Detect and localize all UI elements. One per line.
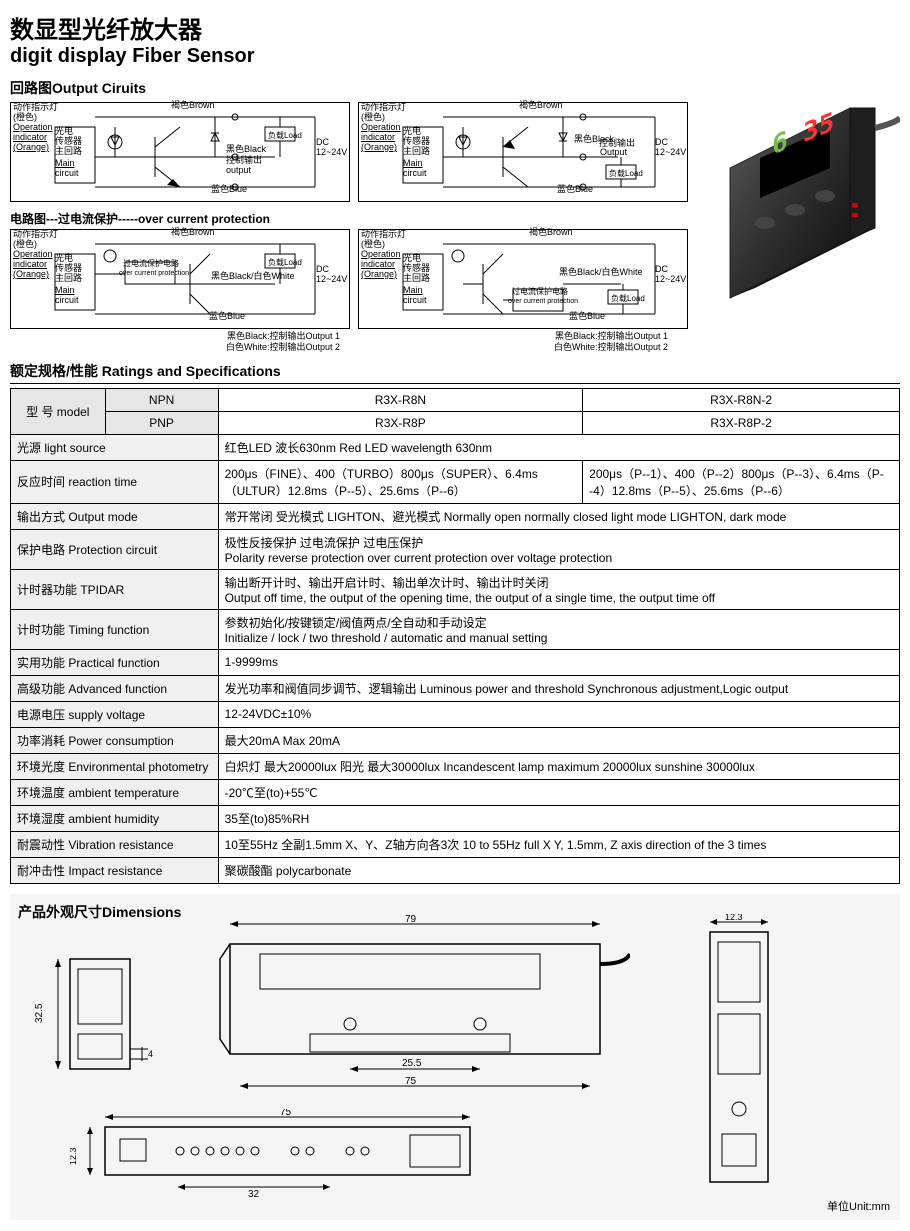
- model-r8p: R3X-R8P: [218, 411, 583, 434]
- svg-text:32.5: 32.5: [34, 1003, 45, 1023]
- svg-text:6: 6: [772, 126, 788, 162]
- table-row: 光源 light source红色LED 波长630nm Red LED wav…: [11, 434, 900, 460]
- model-r8n: R3X-R8N: [218, 388, 583, 411]
- svg-text:79: 79: [405, 914, 417, 925]
- page-title-en: digit display Fiber Sensor: [10, 45, 900, 68]
- table-row: 耐震动性 Vibration resistance10至55Hz 全副1.5mm…: [11, 831, 900, 857]
- product-photo: 6 35: [700, 88, 900, 338]
- row-label: 光源 light source: [11, 434, 219, 460]
- row-value: 输出断开计时、输出开启计时、输出单次计时、输出计时关闭 Output off t…: [218, 569, 899, 609]
- table-row: 环境湿度 ambient humidity35至(to)85%RH: [11, 805, 900, 831]
- ocp-en: over current protection: [119, 270, 189, 278]
- circuit-diagram-npn: 负载Load 动作指示灯 (橙色) Operation indicator (O…: [10, 102, 350, 202]
- row-value: 红色LED 波长630nm Red LED wavelength 630nm: [218, 434, 899, 460]
- row-label: 输出方式 Output mode: [11, 503, 219, 529]
- table-row: 高级功能 Advanced function发光功率和阀值同步调节、逻辑输出 L…: [11, 675, 900, 701]
- row-label: 功率消耗 Power consumption: [11, 727, 219, 753]
- table-row: 环境光度 Environmental photometry白炽灯 最大20000…: [11, 753, 900, 779]
- row-label: 耐冲击性 Impact resistance: [11, 857, 219, 883]
- ratings-heading: 额定规格/性能 Ratings and Specifications: [10, 361, 900, 384]
- row-label: 反应时间 reaction time: [11, 460, 219, 503]
- row-value: 发光功率和阀值同步调节、逻辑输出 Luminous power and thre…: [218, 675, 899, 701]
- row-label: 保护电路 Protection circuit: [11, 529, 219, 569]
- svg-text:负载Load: 负载Load: [611, 293, 645, 303]
- svg-text:25.5: 25.5: [402, 1058, 422, 1069]
- row-label: 环境温度 ambient temperature: [11, 779, 219, 805]
- unit-label: 单位Unit:mm: [827, 1198, 890, 1214]
- voltage-label: 12~24V: [316, 148, 347, 158]
- model-r8p2: R3X-R8P-2: [583, 411, 900, 434]
- svg-text:4: 4: [148, 1049, 153, 1059]
- main-en2: circuit: [55, 169, 79, 179]
- table-row: 保护电路 Protection circuit极性反接保护 过电流保护 过电压保…: [11, 529, 900, 569]
- dim-side-view: 12.3: [680, 914, 790, 1194]
- row-label: 耐震动性 Vibration resistance: [11, 831, 219, 857]
- svg-text:75: 75: [280, 1109, 292, 1118]
- row-label: 计时器功能 TPIDAR: [11, 569, 219, 609]
- row-value: 最大20mA Max 20mA: [218, 727, 899, 753]
- footnote-out2: 黑色Black:控制输出Output 1 白色White:控制输出Output …: [348, 331, 668, 353]
- row-label: 电源电压 supply voltage: [11, 701, 219, 727]
- row-value: -20℃至(to)+55℃: [218, 779, 899, 805]
- svg-text:负载Load: 负载Load: [609, 168, 643, 178]
- page-title-cn: 数显型光纤放大器: [10, 10, 900, 45]
- row-value: 参数初始化/按键锁定/阀值两点/全自动和手动设定 Initialize / lo…: [218, 609, 899, 649]
- main-cn3: 主回路: [55, 147, 82, 157]
- svg-text:75: 75: [405, 1076, 417, 1087]
- ocp-cn: 过电流保护电路: [123, 260, 179, 269]
- svg-text:32: 32: [248, 1189, 260, 1199]
- table-row: 反应时间 reaction time200μs（FINE）、400（TURBO）…: [11, 460, 900, 503]
- dim-front-view: 32.5 4: [30, 939, 160, 1099]
- svg-text:12.3: 12.3: [70, 1147, 78, 1165]
- dim-top-view: 79 25.5 75: [190, 914, 630, 1104]
- blue-label: 蓝色Blue: [211, 185, 247, 195]
- row-value: 12-24VDC±10%: [218, 701, 899, 727]
- row-value: 常开常闭 受光模式 LIGHTON、避光模式 Normally open nor…: [218, 503, 899, 529]
- output-en: output: [226, 166, 251, 176]
- table-row: 实用功能 Practical function1-9999ms: [11, 649, 900, 675]
- model-label: 型 号 model: [11, 388, 106, 434]
- table-row: 电源电压 supply voltage12-24VDC±10%: [11, 701, 900, 727]
- npn-label: NPN: [105, 388, 218, 411]
- bw-label: 黑色Black/白色White: [211, 272, 295, 282]
- table-row: 功率消耗 Power consumption最大20mA Max 20mA: [11, 727, 900, 753]
- footnote-out1: 黑色Black:控制输出Output 1 白色White:控制输出Output …: [10, 331, 340, 353]
- specifications-table: 型 号 model NPN R3X-R8N R3X-R8N-2 PNP R3X-…: [10, 388, 900, 884]
- table-row: 计时功能 Timing function参数初始化/按键锁定/阀值两点/全自动和…: [11, 609, 900, 649]
- row-label: 环境光度 Environmental photometry: [11, 753, 219, 779]
- row-value: 聚碳酸酯 polycarbonate: [218, 857, 899, 883]
- row-label: 高级功能 Advanced function: [11, 675, 219, 701]
- op-indicator-en3: (Orange): [13, 143, 49, 153]
- dim-bottom-view: 75 12.3 32: [70, 1109, 540, 1199]
- row-value: 10至55Hz 全副1.5mm X、Y、Z轴方向各3次 10 to 55Hz f…: [218, 831, 899, 857]
- row-value-b: 200μs（P--1）、400（P--2）800μs（P--3）、6.4ms（P…: [583, 460, 900, 503]
- brown-label: 褐色Brown: [171, 101, 215, 111]
- row-label: 计时功能 Timing function: [11, 609, 219, 649]
- table-row: 计时器功能 TPIDAR输出断开计时、输出开启计时、输出单次计时、输出计时关闭 …: [11, 569, 900, 609]
- svg-text:负载Load: 负载Load: [268, 257, 302, 267]
- circuit-diagram-ocp-2: 负载Load 动作指示灯 (橙色) Operation indicator (O…: [358, 229, 688, 329]
- table-row: 耐冲击性 Impact resistance聚碳酸酯 polycarbonate: [11, 857, 900, 883]
- pnp-label: PNP: [105, 411, 218, 434]
- circuit-diagram-pnp: 负载Load 动作指示灯 (橙色) Operation indicator (O…: [358, 102, 688, 202]
- row-label: 环境湿度 ambient humidity: [11, 805, 219, 831]
- svg-text:12.3: 12.3: [725, 914, 743, 922]
- black-label: 黑色Black: [226, 145, 266, 155]
- output-cap: Output: [600, 148, 627, 158]
- dimensions-section: 产品外观尺寸Dimensions 32.5 4 79 25.5: [10, 894, 900, 1220]
- model-r8n2: R3X-R8N-2: [583, 388, 900, 411]
- row-value: 35至(to)85%RH: [218, 805, 899, 831]
- svg-text:负载Load: 负载Load: [268, 130, 302, 140]
- row-value: 1-9999ms: [218, 649, 899, 675]
- table-row: 环境温度 ambient temperature-20℃至(to)+55℃: [11, 779, 900, 805]
- row-value-a: 200μs（FINE）、400（TURBO）800μs（SUPER）、6.4ms…: [218, 460, 583, 503]
- row-value: 白炽灯 最大20000lux 阳光 最大30000lux Incandescen…: [218, 753, 899, 779]
- table-row: 输出方式 Output mode常开常闭 受光模式 LIGHTON、避光模式 N…: [11, 503, 900, 529]
- row-value: 极性反接保护 过电流保护 过电压保护 Polarity reverse prot…: [218, 529, 899, 569]
- circuit-diagram-ocp-1: 负载Load 动作指示灯 (橙色) Operation indicator (O…: [10, 229, 350, 329]
- row-label: 实用功能 Practical function: [11, 649, 219, 675]
